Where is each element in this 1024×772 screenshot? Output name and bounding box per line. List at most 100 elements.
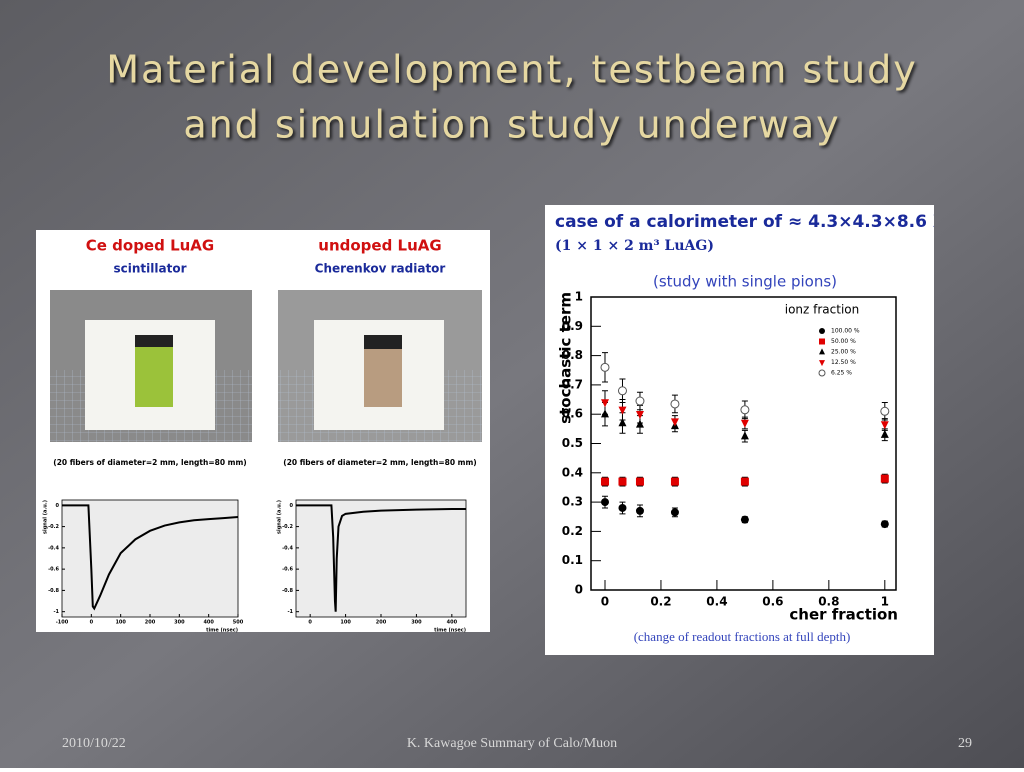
x-tick-label: -100 (56, 620, 69, 626)
marker (670, 399, 680, 409)
x-tick-label: 300 (174, 620, 185, 626)
y-tick-label: -1 (287, 609, 293, 615)
caption: (20 fibers of diameter=2 mm, length=80 m… (283, 458, 476, 467)
legend-label: 50.00 % (831, 338, 856, 345)
marker (670, 508, 679, 517)
subheading: Cherenkov radiator (315, 262, 446, 276)
marker (880, 474, 889, 483)
x-tick-label: 100 (340, 620, 351, 626)
x-tick-label: 400 (203, 620, 214, 626)
legend-marker (819, 328, 825, 334)
page-number: 29 (958, 736, 972, 751)
slide-title: and simulation study underway (183, 103, 840, 147)
y-tick-label: 0.5 (562, 436, 583, 450)
legend-title: ionz fraction (785, 303, 860, 317)
x-tick-label: 400 (447, 620, 458, 626)
y-tick-label: -0.8 (48, 588, 59, 594)
x-tick-label: 0.2 (650, 595, 671, 609)
marker (617, 386, 627, 396)
marker (740, 431, 749, 440)
y-tick-label: -0.2 (48, 524, 59, 530)
heading: Ce doped LuAG (86, 237, 214, 255)
y-tick-label: -1 (53, 609, 59, 615)
x-tick-label: 200 (145, 620, 156, 626)
x-tick-label: 0 (601, 595, 609, 609)
x-tick-label: 200 (376, 620, 387, 626)
y-tick-label: 0.7 (562, 377, 583, 391)
marker (600, 477, 609, 486)
y-tick-label: 0 (290, 503, 294, 509)
legend-label: 12.50 % (831, 359, 856, 366)
marker (670, 418, 679, 427)
legend-marker (819, 348, 825, 355)
y-axis-label: stochastic term (557, 292, 575, 424)
marker (740, 419, 749, 428)
y-axis-label: signal (a.u.) (43, 500, 49, 534)
marker (635, 411, 644, 419)
footer-center: K. Kawagoe Summary of Calo/Muon (407, 736, 617, 751)
footer-date: 2010/10/22 (62, 736, 126, 751)
x-tick-label: 0.8 (818, 595, 839, 609)
chart-subtitle: (1 × 1 × 2 m³ LuAG) (555, 238, 714, 254)
photo (278, 290, 482, 442)
plot-frame (295, 499, 467, 618)
marker (880, 421, 889, 430)
y-tick-label: 0.6 (562, 407, 583, 421)
marker (635, 396, 645, 406)
y-tick-label: 0 (575, 583, 583, 597)
legend-marker (819, 360, 825, 367)
legend-marker (818, 369, 826, 377)
y-tick-label: -0.6 (48, 567, 59, 573)
y-tick-label: -0.4 (282, 545, 293, 551)
note: (change of readout fractions at full dep… (634, 629, 851, 644)
x-tick-label: 0.6 (762, 595, 783, 609)
chart-area: 0 0.2 0.4 0.6 0.8 1 0 0.1 0.2 0.3 0.4 0.5 0.6 0.7 0.8 0… (555, 212, 934, 644)
y-tick-label: -0.2 (282, 524, 293, 530)
marker (740, 405, 750, 415)
y-tick-label: -0.6 (282, 567, 293, 573)
legend-label: 6.25 % (831, 370, 852, 377)
marker (880, 429, 889, 438)
signal-line (62, 504, 239, 611)
y-tick-label: 0 (56, 503, 60, 509)
marker (635, 506, 644, 515)
x-tick-label: 1 (881, 595, 889, 609)
heading: undoped LuAG (318, 237, 441, 255)
y-tick-label: 0.1 (562, 553, 583, 567)
x-tick-label: 300 (411, 620, 422, 626)
y-tick-label: 0.8 (562, 348, 583, 362)
x-tick-label: 0 (90, 620, 94, 626)
legend-label: 25.00 % (831, 349, 856, 356)
marker (740, 477, 749, 486)
slide-title: Material development, testbeam study (106, 48, 918, 92)
marker (600, 362, 610, 372)
marker (600, 498, 609, 507)
x-axis-label: time (nsec) (434, 628, 466, 634)
marker (618, 503, 627, 512)
x-axis-label: cher fraction (789, 606, 898, 624)
y-tick-label: 0.3 (562, 495, 583, 509)
marker (618, 406, 627, 415)
y-tick-label: 1 (575, 290, 583, 304)
signal-line (296, 504, 466, 612)
marker (618, 418, 627, 427)
x-tick-label: 500 (233, 620, 244, 626)
y-tick-label: -0.4 (48, 545, 59, 551)
marker (618, 477, 627, 486)
y-tick-label: -0.8 (282, 588, 293, 594)
marker (880, 520, 889, 529)
y-axis-label: signal (a.u.) (277, 500, 283, 534)
photo (50, 290, 252, 442)
marker (635, 419, 644, 428)
x-axis-label: time (nsec) (206, 628, 238, 634)
subheading: scintillator (114, 262, 187, 276)
legend-marker (819, 338, 825, 345)
y-tick-label: 0.4 (562, 465, 583, 479)
marker (670, 477, 679, 486)
caption: (20 fibers of diameter=2 mm, length=80 m… (53, 458, 246, 467)
marker (635, 477, 644, 486)
legend-label: 100.00 % (831, 328, 860, 335)
x-tick-label: 0 (308, 620, 312, 626)
plot-frame (590, 296, 897, 591)
